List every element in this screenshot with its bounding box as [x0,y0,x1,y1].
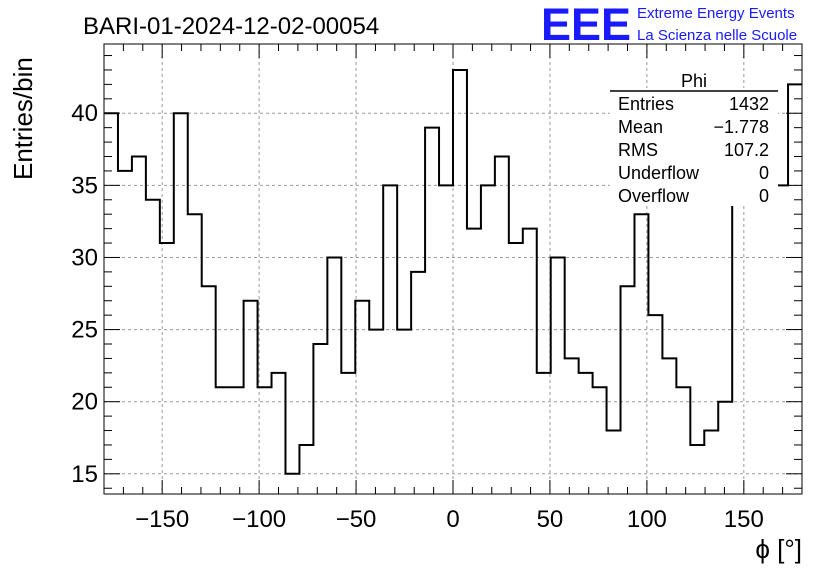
x-tick-label: −150 [135,506,189,533]
stats-value: 1432 [729,94,769,114]
logo-line2: La Scienza nelle Scuole [637,27,797,44]
plot-frame [103,43,803,495]
stats-label: Mean [618,117,663,137]
stats-value: 0 [759,163,769,183]
stats-box: Phi Entries 1432 Mean −1.778 RMS 107.2 Underfl… [610,71,778,206]
x-tick-label: 50 [537,506,564,533]
stats-name: Phi [681,71,707,91]
chart-title: BARI-01-2024-12-02-00054 [83,13,379,40]
y-axis-label: Entries/bin [8,57,38,180]
y-tick-label: 30 [71,244,98,271]
logo-mark: EEE [541,0,631,50]
x-tick-label: 150 [724,506,764,533]
logo-line1: Extreme Energy Events [637,5,795,22]
y-tick-label: 25 [71,317,98,344]
x-tick-label: 100 [627,506,667,533]
stats-value: 107.2 [724,140,769,160]
y-tick-label: 20 [71,389,98,416]
stats-label: RMS [618,140,658,160]
x-tick-label: 0 [446,506,459,533]
stats-box-bg [610,88,778,206]
x-tick-label: −50 [336,506,377,533]
stats-label: Overflow [618,186,690,206]
stats-value: 0 [759,186,769,206]
eee-logo: EEE Extreme Energy Events La Scienza nel… [541,0,797,50]
histogram-line [104,68,802,475]
x-tick-label: −100 [232,506,286,533]
stats-label: Entries [618,94,674,114]
y-tick-label: 40 [71,100,98,127]
y-tick-label: 15 [71,461,98,488]
stats-label: Underflow [618,163,700,183]
y-tick-label: 35 [71,172,98,199]
y-tick-labels: 15 20 25 30 35 40 [71,100,98,488]
stats-value: −1.778 [713,117,769,137]
x-tick-labels: −150 −100 −50 0 50 100 150 [135,506,764,533]
x-axis-label: ϕ [°] [755,534,802,564]
